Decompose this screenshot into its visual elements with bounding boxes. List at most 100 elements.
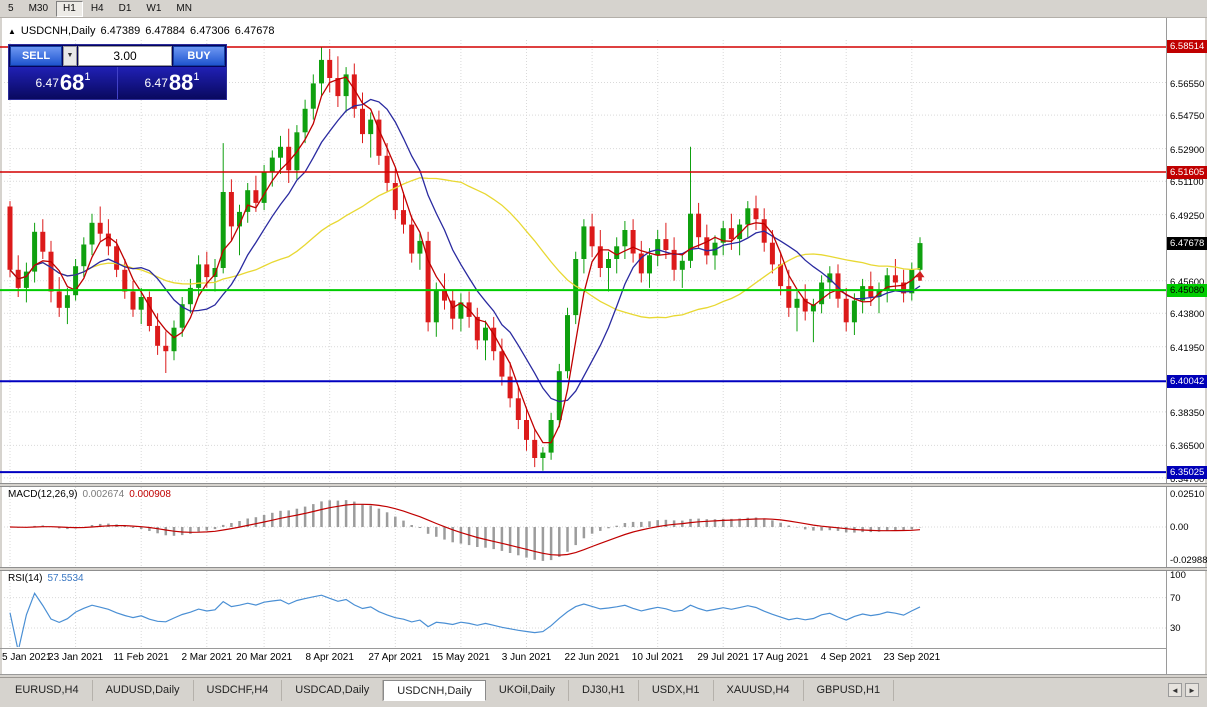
trade-controls-row: SELL ▼ BUY	[9, 45, 226, 67]
chart-tab-USDCNH-Daily[interactable]: USDCNH,Daily	[383, 680, 486, 701]
time-axis-label: 4 Sep 2021	[820, 652, 872, 663]
macd-label: MACD(12,26,9) 0.002674 0.000908	[8, 489, 171, 500]
timeframe-button-H4[interactable]: H4	[90, 2, 104, 14]
price-badge-6.40042: 6.40042	[1167, 374, 1207, 388]
buy-price-pips: 88	[168, 70, 194, 95]
price-badge-6.45080: 6.45080	[1167, 283, 1207, 297]
price-tick-label: 6.49250	[1170, 210, 1205, 222]
macd-axis-label-zero: 0.00	[1170, 522, 1189, 533]
macd-value-signal: 0.000908	[129, 489, 171, 500]
time-axis-label: 20 Mar 2021	[236, 652, 293, 663]
price-tick-label: 6.41950	[1170, 342, 1205, 354]
rsi-name: RSI(14)	[8, 573, 43, 584]
sell-price-pips: 68	[59, 70, 85, 95]
chart-bottom-border	[0, 674, 1207, 675]
volume-input[interactable]	[78, 46, 172, 66]
tab-scroll-left-icon[interactable]: ◄	[1168, 683, 1182, 697]
rsi-axis-label-100: 100	[1170, 569, 1186, 581]
rsi-indicator-chart[interactable]	[0, 571, 1166, 647]
panel-splitter[interactable]	[0, 567, 1207, 571]
price-tick-label: 6.52900	[1170, 144, 1205, 156]
up-arrow-marker[interactable]	[915, 270, 925, 281]
chart-tab-EURUSD-H4[interactable]: EURUSD,H4	[2, 680, 93, 701]
trade-prices-row: 6.47 68 1 6.47 88 1	[9, 67, 226, 99]
ohlc-low: 6.47306	[190, 25, 230, 37]
chart-tab-USDX-H1[interactable]: USDX,H1	[639, 680, 714, 701]
chart-title: ▲ USDCNH,Daily 6.47389 6.47884 6.47306 6…	[8, 25, 275, 37]
time-axis-label: 29 Jul 2021	[697, 652, 750, 663]
chart-tab-XAUUSD-H4[interactable]: XAUUSD,H4	[714, 680, 804, 701]
price-tick-label: 6.43800	[1170, 309, 1205, 321]
buy-button[interactable]: BUY	[173, 46, 225, 66]
time-axis-label: 23 Sep 2021	[883, 652, 941, 663]
timeframe-button-H1[interactable]: H1	[56, 0, 83, 17]
rsi-axis-label-30: 30	[1170, 623, 1181, 634]
rsi-axis-label-70: 70	[1170, 592, 1181, 604]
timeframe-button-5[interactable]: 5	[8, 2, 14, 14]
price-axis-border	[1166, 18, 1167, 675]
sell-price-point: 1	[84, 71, 91, 83]
macd-signal-line	[9, 503, 921, 556]
timeframe-button-W1[interactable]: W1	[146, 2, 162, 14]
buy-price[interactable]: 6.47 88 1	[117, 67, 226, 99]
chart-tab-AUDUSD-Daily[interactable]: AUDUSD,Daily	[93, 680, 194, 701]
chart-tab-USDCHF-H4[interactable]: USDCHF,H4	[194, 680, 283, 701]
chart-tab-GBPUSD-H1[interactable]: GBPUSD,H1	[804, 680, 895, 701]
chart-tabs: EURUSD,H4 AUDUSD,Daily USDCHF,H4 USDCAD,Dai…	[2, 680, 895, 701]
one-click-trading-panel: SELL ▼ BUY 6.47 68 1 6.47 88 1	[8, 44, 227, 100]
chart-tab-UKOil-Daily[interactable]: UKOil,Daily	[486, 680, 570, 701]
sell-price[interactable]: 6.47 68 1	[9, 67, 117, 99]
price-badge-6.35025: 6.35025	[1167, 465, 1207, 479]
buy-price-main: 6.47	[144, 76, 168, 90]
price-badge-6.51605: 6.51605	[1167, 165, 1207, 179]
current-price-badge: 6.47678	[1167, 236, 1207, 250]
chart-symbol-period: USDCNH,Daily	[20, 25, 96, 37]
timeframe-button-M30[interactable]: M30	[28, 2, 49, 14]
ohlc-high: 6.47884	[145, 25, 186, 37]
sell-button[interactable]: SELL	[10, 46, 62, 66]
macd-axis-label-max: 0.02510	[1170, 489, 1205, 500]
time-axis-label: 23 Jan 2021	[48, 652, 104, 663]
time-axis-label: 22 Jun 2021	[564, 652, 620, 663]
ma-line-medium-blue	[9, 98, 921, 403]
panel-splitter[interactable]	[0, 483, 1207, 487]
timeframe-toolbar: 5 M30 H1 H4 D1 W1 MN	[0, 0, 1207, 18]
tab-scroll-controls: ◄ ►	[1168, 680, 1205, 697]
sell-price-main: 6.47	[35, 76, 59, 90]
buy-price-point: 1	[193, 71, 200, 83]
time-axis-border	[0, 648, 1166, 649]
chart-tab-DJ30-H1[interactable]: DJ30,H1	[569, 680, 639, 701]
macd-indicator-chart[interactable]	[0, 487, 1166, 567]
rsi-label: RSI(14) 57.5534	[8, 573, 84, 584]
time-axis-label: 2 Mar 2021	[181, 652, 233, 663]
time-axis-label: 17 Aug 2021	[752, 652, 809, 663]
time-axis-label: 11 Feb 2021	[113, 652, 169, 663]
tab-scroll-right-icon[interactable]: ►	[1185, 683, 1199, 697]
volume-decrease-icon[interactable]: ▼	[63, 46, 77, 66]
ma-line-slow-yellow	[9, 177, 921, 319]
main-price-chart[interactable]	[0, 40, 1166, 483]
ohlc-close: 6.47678	[234, 25, 275, 37]
time-axis-label: 5 Jan 2021	[2, 652, 52, 663]
time-axis-label: 3 Jun 2021	[501, 652, 552, 663]
price-tick-label: 6.54750	[1170, 111, 1205, 123]
price-tick-label: 6.51100	[1170, 177, 1204, 189]
timeframe-button-D1[interactable]: D1	[118, 2, 132, 14]
time-axis-label: 8 Apr 2021	[305, 652, 354, 663]
rsi-line	[9, 592, 921, 647]
price-tick-label: 6.56550	[1170, 78, 1205, 90]
price-tick-label: 6.38350	[1170, 407, 1205, 419]
price-tick-label: 6.45600	[1170, 276, 1205, 288]
macd-name: MACD(12,26,9)	[8, 489, 78, 500]
ma-line-fast-red	[9, 76, 921, 444]
price-tick-label: 6.36500	[1170, 441, 1205, 453]
chart-tab-USDCAD-Daily[interactable]: USDCAD,Daily	[282, 680, 384, 701]
macd-value-main: 0.002674	[82, 489, 125, 500]
timeframe-button-MN[interactable]: MN	[176, 2, 192, 14]
price-badge-6.58514: 6.58514	[1167, 40, 1207, 54]
ohlc-open: 6.47389	[100, 25, 141, 37]
time-axis-label: 15 May 2021	[431, 652, 490, 663]
time-axis-label: 27 Apr 2021	[368, 652, 423, 663]
macd-axis-label-min: -0.02988	[1170, 555, 1207, 566]
